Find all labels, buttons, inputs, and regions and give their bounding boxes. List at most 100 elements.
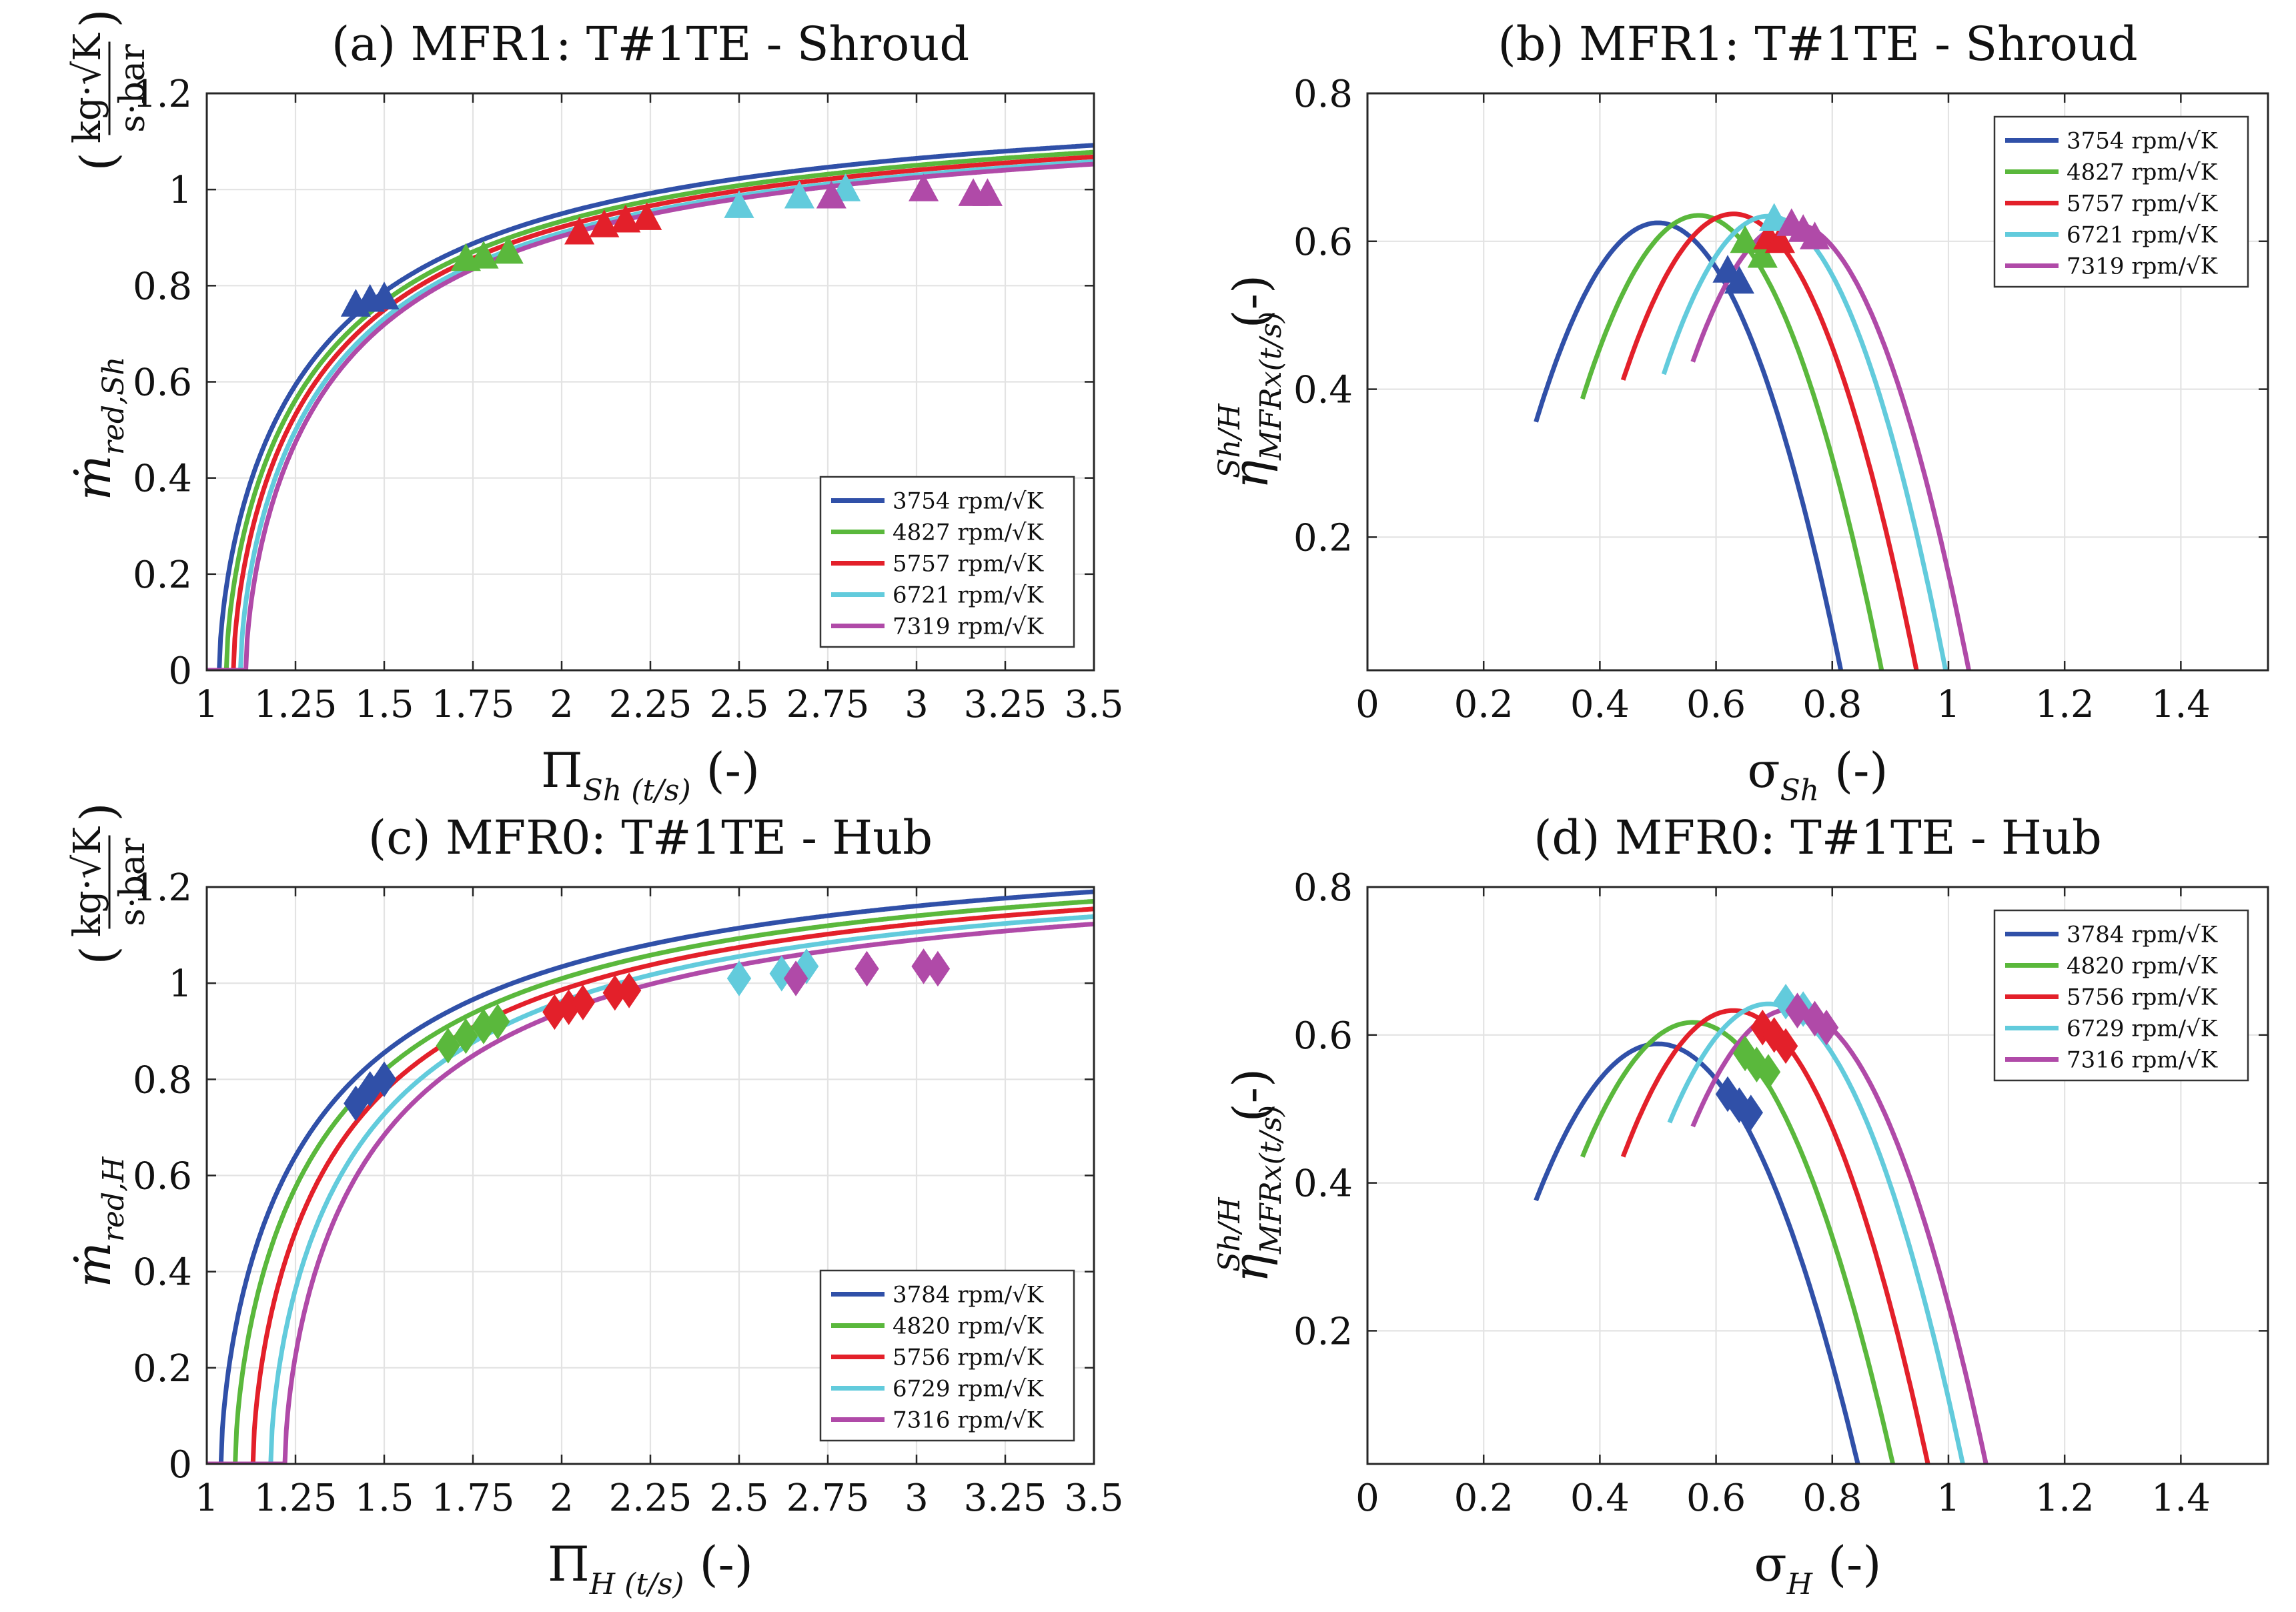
x-tick-label: 3.5 — [1064, 683, 1123, 726]
x-tick-label: 0.4 — [1570, 1477, 1630, 1520]
x-tick-label: 0.6 — [1686, 1477, 1746, 1520]
y-axis-label: ηMFRx(t/s)Sh/H (-) — [1213, 1068, 1288, 1283]
data-marker-c-2 — [616, 972, 642, 1008]
x-tick-label: 1 — [195, 683, 219, 726]
data-marker-c-1 — [485, 1004, 510, 1040]
data-marker-a-2 — [564, 216, 595, 245]
data-marker-a-1 — [468, 241, 499, 269]
y-tick-label: 0.4 — [1293, 369, 1353, 412]
y-tick-label: 0.4 — [133, 1251, 192, 1295]
legend-label-3: 6729 rpm/√K — [893, 1376, 1044, 1403]
x-tick-label: 1.4 — [2151, 683, 2211, 726]
x-tick-label: 2.25 — [609, 1477, 692, 1520]
x-tick-label: 2.25 — [609, 683, 692, 726]
data-marker-a-0 — [369, 281, 400, 309]
unit-close-paren: ) — [70, 802, 126, 821]
x-tick-label: 1.4 — [2151, 1477, 2211, 1520]
data-marker-a-3 — [784, 180, 814, 209]
y-axis-label: ηMFRx(t/s)Sh/H (-) — [1213, 275, 1288, 489]
legend-label-3: 6721 rpm/√K — [2067, 222, 2218, 249]
y-axis-unit: (kg·√K s·bar) — [66, 9, 153, 171]
x-tick-label: 0 — [1355, 1477, 1379, 1520]
panel-a: 1 1.25 1.5 1.75 2 2.25 2.5 2.75 3 3.25 3.5 0 0.2 0.4 0… — [65, 9, 1124, 808]
series-line-c-4 — [207, 921, 1094, 1464]
legend: 3784 rpm/√K 4820 rpm/√K 5756 rpm/√K 6729 rp… — [1993, 909, 2249, 1082]
x-axis-label: ΠH (t/s) (-) — [548, 1536, 753, 1601]
unit-open-paren: ( — [70, 152, 126, 171]
legend-label-2: 5757 rpm/√K — [2067, 191, 2218, 217]
y-tick-label: 0 — [168, 1443, 192, 1487]
x-tick-label: 0.2 — [1454, 683, 1514, 726]
x-tick-label: 1 — [1936, 1477, 1960, 1520]
x-tick-label: 3.25 — [964, 683, 1047, 726]
x-tick-label: 2.5 — [709, 683, 768, 726]
legend: 3754 rpm/√K 4827 rpm/√K 5757 rpm/√K 6721 rp… — [819, 476, 1075, 648]
y-tick-label: 0.6 — [1293, 221, 1353, 264]
data-marker-c-4 — [783, 960, 808, 996]
x-tick-label: 3.5 — [1064, 1477, 1123, 1520]
x-tick-label: 1.5 — [354, 1477, 414, 1520]
data-marker-a-3 — [724, 190, 754, 218]
data-marker-d-1 — [1756, 1054, 1781, 1090]
y-tick-label: 0.2 — [1293, 516, 1353, 560]
x-tick-label: 2.75 — [786, 683, 870, 726]
y-tick-label: 0.2 — [1293, 1310, 1353, 1353]
legend-label-1: 4820 rpm/√K — [893, 1313, 1044, 1340]
legend-label-2: 5757 rpm/√K — [893, 551, 1044, 578]
x-tick-label: 0.6 — [1686, 683, 1746, 726]
y-tick-label: 0.4 — [1293, 1162, 1353, 1206]
x-tick-label: 1.2 — [2035, 683, 2095, 726]
x-tick-label: 1.25 — [254, 683, 338, 726]
x-tick-label: 2.5 — [709, 1477, 768, 1520]
data-marker-b-0 — [1724, 265, 1754, 294]
legend-label-4: 7319 rpm/√K — [893, 614, 1044, 640]
data-marker-b-3 — [1759, 203, 1790, 231]
x-tick-label: 0.4 — [1570, 683, 1630, 726]
series-line-b-1 — [1580, 213, 1884, 670]
panel-title: (d) MFR0: T#1TE - Hub — [1534, 810, 2102, 865]
series-line-a-2 — [207, 154, 1094, 670]
x-tick-label: 0 — [1355, 683, 1379, 726]
legend: 3754 rpm/√K 4827 rpm/√K 5757 rpm/√K 6721 rp… — [1993, 115, 2249, 288]
unit-numerator: kg·√K — [66, 33, 109, 143]
y-tick-label: 0.8 — [1293, 73, 1353, 116]
data-marker-b-1 — [1747, 239, 1778, 268]
y-tick-label: 0.2 — [133, 1347, 192, 1391]
series-line-b-4 — [1690, 220, 1972, 670]
axes-frame — [1366, 92, 2269, 672]
y-tick-label: 0.8 — [133, 265, 192, 308]
panel-d: 0 0.2 0.4 0.6 0.8 1 1.2 1.4 0.2 0.4 0.6 0.8 (d) MFR0… — [1213, 810, 2269, 1601]
y-tick-label: 1.2 — [133, 73, 192, 116]
y-axis-label: ṁred,Sh — [65, 357, 131, 501]
y-tick-label: 0.6 — [1293, 1014, 1353, 1058]
panel-title: (a) MFR1: T#1TE - Shroud — [332, 17, 969, 71]
unit-numerator: kg·√K — [66, 826, 109, 937]
unit-denominator: s·bar — [113, 838, 153, 926]
legend-label-4: 7319 rpm/√K — [2067, 253, 2218, 280]
data-marker-b-4 — [1800, 221, 1830, 249]
x-tick-label: 3 — [905, 1477, 929, 1520]
y-axis-label: ṁred,H — [65, 1156, 131, 1288]
x-axis-label: σSh (-) — [1747, 742, 1888, 808]
y-tick-label: 1 — [168, 962, 192, 1006]
legend-label-1: 4820 rpm/√K — [2067, 953, 2218, 980]
x-tick-label: 1 — [1936, 683, 1960, 726]
legend-label-4: 7316 rpm/√K — [893, 1407, 1044, 1434]
y-tick-label: 1 — [168, 169, 192, 212]
y-tick-label: 0.6 — [133, 1155, 192, 1198]
data-marker-b-1 — [1730, 225, 1760, 253]
x-tick-label: 0.8 — [1802, 683, 1862, 726]
x-tick-label: 2.75 — [786, 1477, 870, 1520]
x-tick-label: 1.2 — [2035, 1477, 2095, 1520]
legend-label-0: 3754 rpm/√K — [893, 488, 1044, 515]
data-marker-a-1 — [493, 235, 524, 264]
legend-label-1: 4827 rpm/√K — [893, 520, 1044, 546]
x-tick-label: 0.2 — [1454, 1477, 1514, 1520]
x-tick-label: 3.25 — [964, 1477, 1047, 1520]
y-tick-label: 0 — [168, 650, 192, 693]
series-line-a-3 — [207, 159, 1094, 670]
panel-title: (b) MFR1: T#1TE - Shroud — [1498, 17, 2137, 71]
legend: 3784 rpm/√K 4820 rpm/√K 5756 rpm/√K 6729 rp… — [819, 1269, 1075, 1442]
y-tick-label: 1.2 — [133, 866, 192, 910]
